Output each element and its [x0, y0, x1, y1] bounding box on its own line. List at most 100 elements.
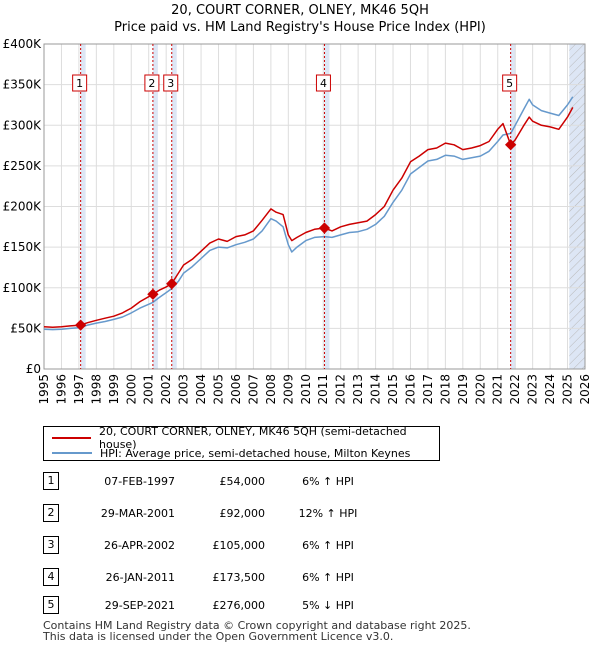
x-tick-label: 2008 [264, 374, 278, 405]
sale-label-5: 5 [506, 77, 513, 90]
sale-date: 29-SEP-2021 [104, 599, 175, 612]
x-tick-label: 2019 [456, 374, 470, 405]
sale-hpi-diff: 6% ↑ HPI [302, 475, 354, 488]
x-tick-label: 2020 [473, 374, 487, 405]
x-tick-label: 2024 [543, 374, 557, 405]
chart-subtitle: Price paid vs. HM Land Registry's House … [114, 20, 486, 35]
x-tick-label: 2010 [299, 374, 313, 405]
sale-hpi-diff: 6% ↑ HPI [302, 571, 354, 584]
sale-number-badge: 1 [43, 472, 59, 490]
x-tick-label: 2009 [281, 374, 295, 405]
price-chart: £0 £50K £100K £150K £200K £250K £300K £350K £400… [3, 37, 592, 405]
series-layer [43, 96, 574, 331]
sale-hpi-diff: 5% ↓ HPI [302, 599, 354, 612]
x-tick-label: 2003 [177, 374, 191, 405]
sale-label-box-4 [315, 74, 331, 92]
x-tick-label: 1995 [37, 374, 51, 405]
sale-label-box-5 [502, 74, 518, 92]
y-tick-label: £0 [26, 362, 41, 376]
y-tick-label: £50K [10, 321, 42, 335]
y-tick-label: £200K [3, 200, 43, 214]
sale-number-badge: 4 [43, 568, 59, 586]
y-tick-label: £150K [3, 240, 43, 254]
legend-swatch-hpi [52, 452, 92, 454]
x-tick-label: 2015 [386, 374, 400, 405]
sale-date: 29-MAR-2001 [100, 507, 175, 520]
grid-layer [43, 43, 586, 370]
x-tick-label: 2013 [351, 374, 365, 405]
x-tick-label: 2025 [561, 374, 575, 405]
sale-marker-5 [504, 139, 517, 151]
sale-label-box-2 [144, 74, 160, 92]
sale-marker-4 [318, 222, 331, 234]
table-row: 4 26-JAN-2011 £173,500 6% ↑ HPI [43, 568, 463, 588]
sale-label-box-3 [163, 74, 179, 92]
legend-item-hpi: HPI: Average price, semi-detached house,… [52, 446, 410, 460]
x-tick-label: 1999 [107, 374, 121, 405]
legend: 20, COURT CORNER, OLNEY, MK46 5QH (semi-… [43, 425, 440, 461]
x-tick-label: 1997 [72, 374, 86, 405]
sale-number-badge: 3 [43, 536, 59, 554]
x-tick-label: 2006 [229, 374, 243, 405]
x-tick-label: 2014 [369, 374, 383, 405]
x-tick-label: 1996 [54, 374, 68, 405]
x-tick-label: 2017 [421, 374, 435, 405]
y-tick-label: £100K [3, 281, 43, 295]
x-tick-label: 2004 [194, 374, 208, 405]
sale-marker-3 [166, 278, 178, 290]
x-tick-label: 2001 [142, 374, 156, 405]
plot-frame [43, 43, 586, 370]
y-tick-label: £400K [3, 37, 43, 51]
sale-price: £54,000 [219, 475, 266, 488]
table-row: 5 29-SEP-2021 £276,000 5% ↓ HPI [43, 596, 463, 616]
table-row: 1 07-FEB-1997 £54,000 6% ↑ HPI [43, 472, 463, 492]
chart-title: 20, COURT CORNER, OLNEY, MK46 5QH [171, 3, 429, 18]
property-price-line [43, 107, 574, 328]
y-tick-label: £300K [3, 118, 43, 132]
legend-swatch-property [52, 437, 92, 439]
legend-label-property: 20, COURT CORNER, OLNEY, MK46 5QH (semi-… [99, 425, 407, 451]
sale-date: 07-FEB-1997 [104, 475, 175, 488]
sale-label-4: 4 [320, 77, 327, 90]
y-tick-label: £250K [3, 159, 43, 173]
sale-label-box-1 [72, 74, 88, 92]
x-tick-label: 2005 [212, 374, 226, 405]
x-tick-label: 2007 [246, 374, 260, 405]
x-tick-label: 2018 [438, 374, 452, 405]
x-tick-label: 2011 [316, 374, 330, 405]
x-tick-label: 2026 [578, 374, 592, 405]
x-tick-label: 2012 [334, 374, 348, 405]
sale-label-1: 1 [76, 77, 83, 90]
sale-number-badge: 2 [43, 504, 59, 522]
x-tick-label: 1998 [89, 374, 103, 405]
sale-date: 26-APR-2002 [103, 539, 175, 552]
axes-layer: £0 £50K £100K £150K £200K £250K £300K £350K £400… [3, 37, 592, 405]
sale-price: £105,000 [212, 539, 266, 552]
legend-item-property: 20, COURT CORNER, OLNEY, MK46 5QH (semi-… [52, 425, 439, 451]
chart-title-block: 20, COURT CORNER, OLNEY, MK46 5QH Price … [0, 2, 600, 36]
sale-number-badge: 5 [43, 596, 59, 614]
table-row: 2 29-MAR-2001 £92,000 12% ↑ HPI [43, 504, 463, 524]
x-tick-label: 2022 [508, 374, 522, 405]
sale-price: £173,500 [212, 571, 266, 584]
legend-label-hpi: HPI: Average price, semi-detached house,… [100, 446, 411, 460]
footer-copyright: Contains HM Land Registry data © Crown c… [43, 619, 471, 632]
sale-label-2: 2 [148, 77, 155, 90]
table-row: 3 26-APR-2002 £105,000 6% ↑ HPI [43, 536, 463, 556]
x-tick-label: 2023 [526, 374, 540, 405]
x-tick-label: 2016 [403, 374, 417, 405]
footer: Contains HM Land Registry data © Crown c… [43, 620, 471, 642]
sale-hpi-diff: 6% ↑ HPI [302, 539, 354, 552]
x-tick-label: 2021 [491, 374, 505, 405]
footer-license: This data is licensed under the Open Gov… [43, 630, 394, 643]
sale-label-3: 3 [167, 77, 174, 90]
sale-hpi-diff: 12% ↑ HPI [298, 507, 358, 520]
x-tick-label: 2000 [124, 374, 138, 405]
hpi-line [43, 96, 574, 331]
sale-price: £276,000 [212, 599, 266, 612]
sale-price: £92,000 [219, 507, 266, 520]
y-tick-label: £350K [3, 78, 43, 92]
sale-date: 26-JAN-2011 [105, 571, 175, 584]
sale-marker-2 [147, 288, 159, 300]
